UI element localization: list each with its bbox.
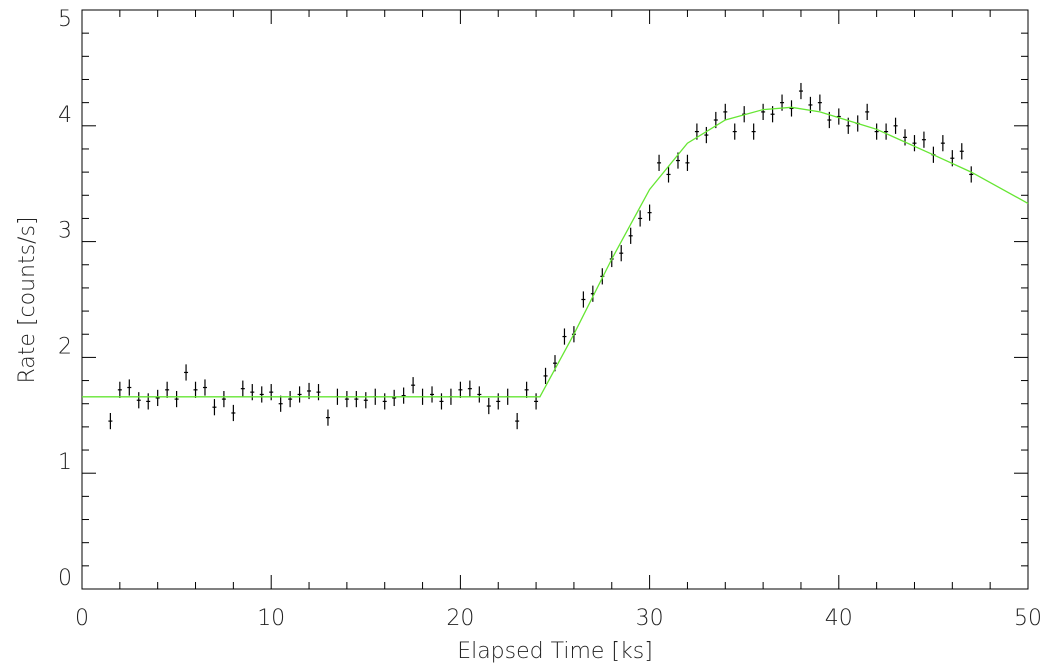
y-tick-label: 5 — [58, 7, 72, 32]
y-tick-label: 1 — [58, 450, 72, 475]
x-tick-label: 50 — [1014, 606, 1042, 631]
model-line — [82, 106, 1029, 398]
y-tick-label: 0 — [58, 566, 72, 591]
x-tick-label: 30 — [636, 606, 664, 631]
plot-frame — [81, 9, 1029, 590]
x-tick-label: 20 — [446, 606, 474, 631]
x-tick-label: 0 — [75, 606, 89, 631]
y-tick-label: 3 — [58, 219, 72, 244]
y-tick-label: 4 — [58, 103, 72, 128]
y-tick-label: 2 — [58, 334, 72, 359]
x-tick-label: 10 — [257, 606, 285, 631]
x-axis-label: Elapsed Time [ks] — [457, 639, 653, 664]
x-tick-label: 40 — [825, 606, 853, 631]
y-axis-label: Rate [counts/s] — [15, 216, 40, 383]
